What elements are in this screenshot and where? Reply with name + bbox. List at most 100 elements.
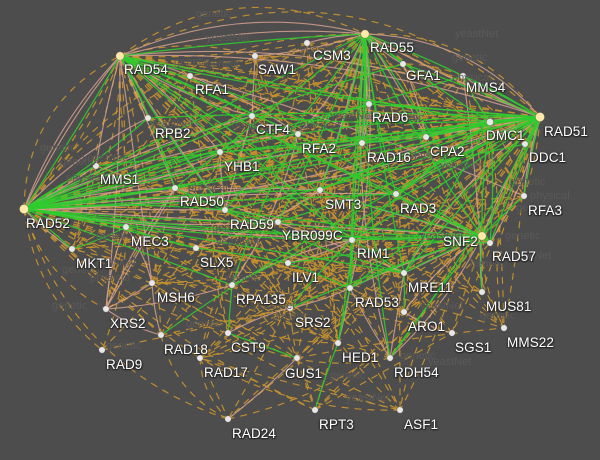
graph-node[interactable] <box>400 308 408 316</box>
graph-node[interactable] <box>334 339 342 347</box>
edge-genetic <box>489 121 525 197</box>
edge-genetic <box>23 55 121 210</box>
edge-genetic <box>254 55 541 118</box>
graph-node[interactable] <box>192 244 200 252</box>
edge-genetic <box>151 282 405 313</box>
graph-node[interactable] <box>386 354 394 362</box>
edge-genetic <box>23 208 405 274</box>
graph-node[interactable] <box>392 190 400 198</box>
graph-node[interactable] <box>459 72 467 80</box>
graph-node[interactable] <box>486 118 494 126</box>
edge-yeastNet <box>462 75 491 123</box>
graph-node[interactable] <box>293 354 301 362</box>
graph-node[interactable] <box>535 112 545 122</box>
graph-node[interactable] <box>286 304 294 312</box>
edge-genetic <box>337 116 541 344</box>
graph-node[interactable] <box>228 281 236 289</box>
edge-genetic <box>71 55 121 250</box>
edge-genetic <box>71 187 176 250</box>
graph-node[interactable] <box>171 184 179 192</box>
graph-node[interactable] <box>221 206 229 214</box>
edge-genetic <box>23 189 321 210</box>
graph-node[interactable] <box>311 406 319 414</box>
edge-genetic <box>195 247 405 313</box>
graph-node[interactable] <box>520 192 528 200</box>
edge-yeastNet <box>119 55 176 189</box>
graph-node[interactable] <box>274 218 282 226</box>
edge-genetic <box>364 33 525 197</box>
edge-yeastNet <box>119 55 491 123</box>
graph-node[interactable] <box>365 100 373 108</box>
edge-genetic <box>119 55 483 293</box>
edge-yeastNet <box>403 235 483 274</box>
graph-node[interactable] <box>92 162 100 170</box>
graph-node[interactable] <box>144 114 152 122</box>
graph-node[interactable] <box>284 259 292 267</box>
graph-node[interactable] <box>303 39 311 47</box>
graph-node[interactable] <box>196 354 204 362</box>
graph-node[interactable] <box>478 288 486 296</box>
edge-yeastNet <box>23 55 121 210</box>
graph-node[interactable] <box>360 29 370 39</box>
edge-yeastNet <box>119 55 353 241</box>
graph-node[interactable] <box>122 223 130 231</box>
graph-node[interactable] <box>148 279 156 287</box>
graph-node[interactable] <box>399 60 407 68</box>
edge-genetic <box>287 103 370 264</box>
edge-yeastNet <box>368 103 541 118</box>
edge-genetic <box>403 272 453 334</box>
edge-genetic <box>425 116 541 138</box>
graph-node[interactable] <box>251 52 259 60</box>
yeastnet-edges <box>23 33 541 411</box>
edge-genetic <box>251 33 366 117</box>
graph-node[interactable] <box>19 204 29 214</box>
graph-node[interactable] <box>500 324 508 332</box>
graph-node[interactable] <box>422 133 430 141</box>
graph-node[interactable] <box>348 236 356 244</box>
edge-genetic <box>254 55 483 237</box>
edge-yeastNet <box>319 33 366 191</box>
edge-physical <box>231 239 353 286</box>
edge-yeastNet <box>224 33 366 211</box>
graph-node[interactable] <box>224 415 232 423</box>
edge-physical <box>403 311 453 334</box>
edge-yeastNet <box>119 55 491 244</box>
edge-genetic <box>199 357 316 411</box>
edge-yeastNet <box>425 121 491 138</box>
edge-genetic <box>105 75 191 310</box>
graph-node[interactable] <box>358 139 366 147</box>
edge-genetic <box>119 55 363 144</box>
graph-node[interactable] <box>186 72 194 80</box>
edge-yeastNet <box>119 55 226 211</box>
edge-yeastNet <box>349 239 353 289</box>
edge-genetic <box>119 11 541 118</box>
graph-node[interactable] <box>216 148 224 156</box>
graph-node[interactable] <box>316 186 324 194</box>
graph-node[interactable] <box>157 331 165 339</box>
graph-node[interactable] <box>115 51 125 61</box>
edge-genetic <box>101 307 291 351</box>
graph-node[interactable] <box>248 112 256 120</box>
graph-node[interactable] <box>294 130 302 138</box>
edge-genetic <box>227 235 483 334</box>
graph-node[interactable] <box>396 406 404 414</box>
graph-node[interactable] <box>448 329 456 337</box>
graph-node[interactable] <box>477 231 487 241</box>
graph-node[interactable] <box>68 245 76 253</box>
graph-node[interactable] <box>486 239 494 247</box>
edge-genetic <box>151 282 339 344</box>
edge-physical <box>254 33 366 57</box>
edge-yeastNet <box>364 33 397 195</box>
edge-genetic <box>364 33 505 329</box>
graph-node[interactable] <box>521 140 529 148</box>
graph-node[interactable] <box>102 305 110 313</box>
edge-physical <box>23 55 121 210</box>
graph-node[interactable] <box>98 346 106 354</box>
edge-yeastNet <box>351 121 491 241</box>
graph-node[interactable] <box>346 284 354 292</box>
graph-node[interactable] <box>224 329 232 337</box>
edge-physical <box>23 55 121 210</box>
graph-node[interactable] <box>400 269 408 277</box>
edge-genetic <box>105 116 541 310</box>
